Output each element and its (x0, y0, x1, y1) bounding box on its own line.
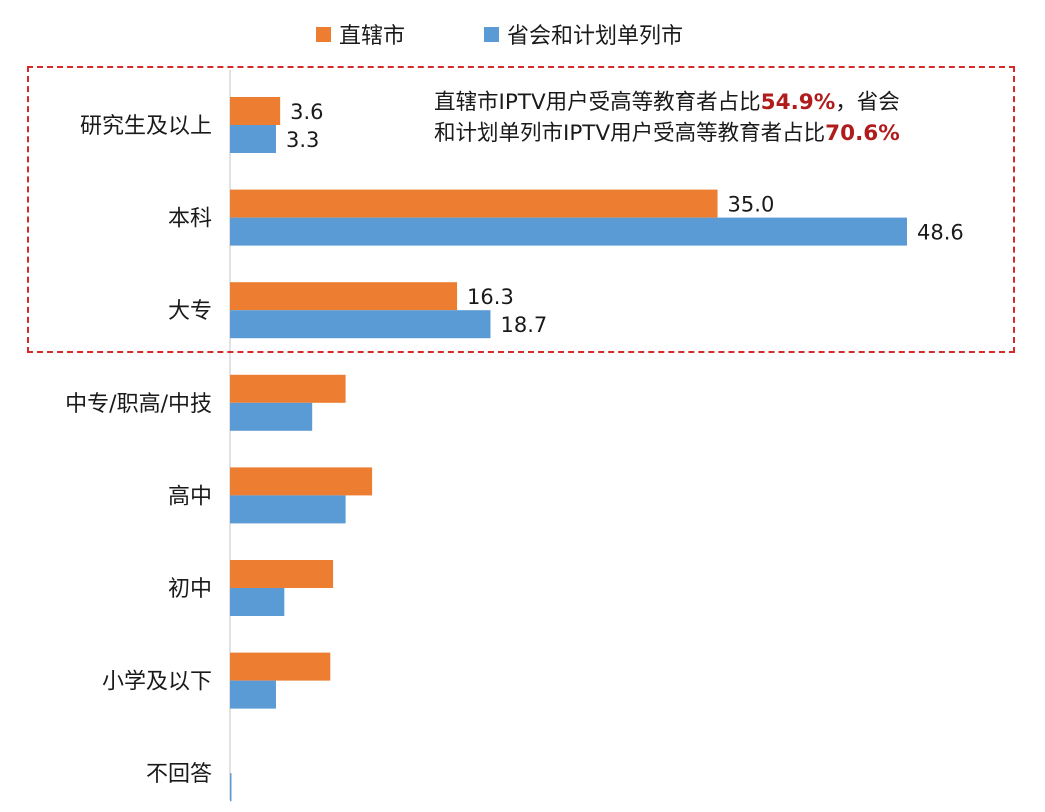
category-label: 本科 (168, 207, 212, 232)
bar-municipality (230, 374, 346, 403)
legend-label-provincial: 省会和计划单列市 (507, 24, 684, 49)
bars-layer (230, 97, 907, 802)
bar-municipality (230, 189, 718, 218)
category-label: 小学及以下 (102, 670, 212, 695)
bar-municipality (230, 97, 281, 125)
category-label: 初中 (168, 577, 212, 602)
data-label: 48.6 (917, 221, 964, 245)
annotation-line-1-suffix: ，省会 (835, 90, 900, 115)
annotation-line-1: 直辖市IPTV用户受高等教育者占比54.9%，省会 (434, 87, 994, 118)
legend-item-municipality: 直辖市 (316, 18, 405, 50)
category-label: 大专 (168, 299, 212, 324)
annotation-line-1-text: 直辖市IPTV用户受高等教育者占比 (434, 90, 761, 115)
bar-provincial (230, 680, 276, 709)
annotation-highlight-provincial: 70.6% (825, 121, 900, 146)
data-label: 35.0 (728, 193, 775, 217)
bar-provincial (230, 495, 346, 524)
category-label: 研究生及以上 (80, 114, 212, 139)
data-label: 16.3 (467, 285, 514, 309)
legend-label-municipality: 直辖市 (339, 24, 406, 49)
data-label: 18.7 (500, 313, 547, 337)
annotation-line-2: 和计划单列市IPTV用户受高等教育者占比70.6% (434, 118, 994, 149)
data-label: 3.3 (286, 128, 319, 152)
bar-municipality (230, 560, 334, 588)
annotation-text: 直辖市IPTV用户受高等教育者占比54.9%，省会 和计划单列市IPTV用户受高… (434, 87, 994, 149)
bar-provincial (230, 125, 276, 153)
bar-provincial (230, 402, 313, 431)
data-label: 3.6 (290, 100, 323, 124)
legend-swatch-blue (484, 26, 499, 42)
bar-municipality (230, 467, 373, 496)
category-label: 高中 (168, 484, 212, 509)
category-label: 中专/职高/中技 (65, 392, 212, 417)
bar-municipality (230, 652, 331, 681)
highlight-dashed-box (27, 66, 1015, 353)
annotation-line-2-text: 和计划单列市IPTV用户受高等教育者占比 (434, 121, 826, 146)
bar-provincial (230, 310, 491, 339)
legend-swatch-orange (316, 26, 331, 42)
bar-provincial (230, 217, 907, 246)
bar-provincial (230, 773, 232, 802)
category-label: 不回答 (146, 762, 212, 787)
labels-layer: 研究生及以上 3.6 3.3 本科 35.0 48.6 大专 16.3 18.7 中专/职高/中技… (65, 100, 964, 787)
legend: 直辖市 省会和计划单列市 (0, 18, 1045, 50)
bar-municipality (230, 282, 458, 311)
legend-item-provincial: 省会和计划单列市 (484, 18, 683, 50)
annotation-highlight-municipality: 54.9% (760, 90, 836, 115)
bar-provincial (230, 588, 285, 616)
